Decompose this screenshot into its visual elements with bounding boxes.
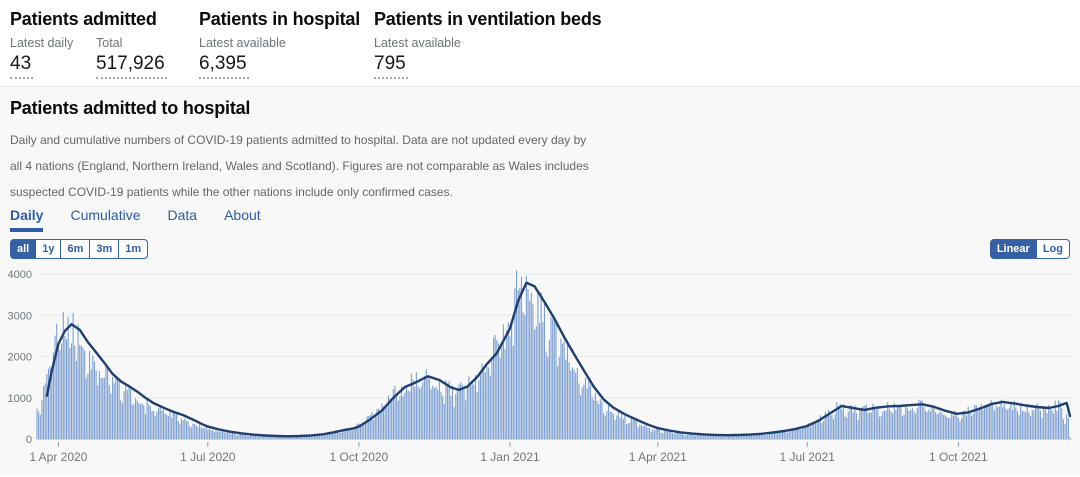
- svg-text:1 Jan 2021: 1 Jan 2021: [480, 450, 540, 464]
- svg-text:1 Oct 2020: 1 Oct 2020: [330, 450, 389, 464]
- svg-text:1 Apr 2021: 1 Apr 2021: [629, 450, 687, 464]
- svg-text:1 Jul 2021: 1 Jul 2021: [780, 450, 836, 464]
- panel-tabs: Daily Cumulative Data About: [10, 207, 1080, 232]
- svg-text:1 Jul 2020: 1 Jul 2020: [180, 450, 236, 464]
- x-axis: 1 Apr 2020 1 Jul 2020 1 Oct 2020 1 Jan 2021…: [29, 442, 988, 464]
- metric-patients-in-ventilation-beds: Patients in ventilation beds Latest avai…: [374, 9, 602, 79]
- stat-value[interactable]: 6,395: [199, 53, 249, 79]
- admissions-panel: Patients admitted to hospital Daily and …: [0, 86, 1080, 476]
- range-button-all[interactable]: all: [10, 239, 37, 259]
- tab-daily[interactable]: Daily: [10, 207, 44, 232]
- headline-metrics-bar: Patients admitted Latest daily 43 Total …: [0, 0, 1080, 86]
- stat-latest-daily: Latest daily 43: [10, 36, 82, 79]
- description-line: all 4 nations (England, Northern Ireland…: [10, 159, 589, 173]
- stat-value[interactable]: 795: [374, 53, 408, 79]
- svg-text:3000: 3000: [8, 310, 32, 322]
- seven-day-average-line: [45, 281, 1072, 438]
- metric-patients-admitted: Patients admitted Latest daily 43 Total …: [10, 9, 181, 79]
- svg-text:1000: 1000: [8, 393, 32, 405]
- panel-description: Daily and cumulative numbers of COVID-19…: [10, 127, 1080, 205]
- svg-text:2000: 2000: [8, 352, 32, 364]
- description-line: suspected COVID-19 patients while the ot…: [10, 185, 453, 199]
- scale-selector: Linear Log: [989, 239, 1070, 259]
- svg-text:1 Apr 2020: 1 Apr 2020: [29, 450, 87, 464]
- tab-cumulative[interactable]: Cumulative: [70, 207, 141, 223]
- stat-total: Total 517,926: [96, 36, 167, 79]
- tab-about[interactable]: About: [224, 207, 261, 223]
- panel-title: Patients admitted to hospital: [10, 98, 251, 118]
- metric-title: Patients admitted: [10, 9, 157, 29]
- stat-label: Latest available: [199, 36, 286, 50]
- description-line: Daily and cumulative numbers of COVID-19…: [10, 133, 587, 147]
- chart-canvas[interactable]: 0 1000 2000 3000 4000 1 Apr 2020 1 Jul 2020 1 O…: [0, 264, 1080, 469]
- range-button-1m[interactable]: 1m: [119, 239, 149, 259]
- range-button-3m[interactable]: 3m: [90, 239, 120, 259]
- scale-button-log[interactable]: Log: [1036, 239, 1070, 259]
- metric-title: Patients in hospital: [199, 9, 361, 29]
- daily-admissions-bars[interactable]: [36, 270, 1071, 439]
- stat-value[interactable]: 517,926: [96, 53, 167, 79]
- range-button-1y[interactable]: 1y: [36, 239, 62, 259]
- stat-label: Latest available: [374, 36, 461, 50]
- svg-text:1 Oct 2021: 1 Oct 2021: [929, 450, 988, 464]
- stat-latest-available: Latest available 6,395: [199, 36, 286, 79]
- stat-latest-available: Latest available 795: [374, 36, 461, 79]
- chart-controls: all 1y 6m 3m 1m Linear Log: [10, 239, 1070, 259]
- svg-text:0: 0: [26, 434, 32, 446]
- stat-value[interactable]: 43: [10, 53, 34, 79]
- tab-data[interactable]: Data: [167, 207, 198, 223]
- svg-text:4000: 4000: [8, 269, 32, 281]
- stat-label: Total: [96, 36, 123, 50]
- admissions-chart[interactable]: 0 1000 2000 3000 4000 1 Apr 2020 1 Jul 2020 1 O…: [0, 264, 1080, 469]
- metric-title: Patients in ventilation beds: [374, 9, 602, 29]
- stat-label: Latest daily: [10, 36, 74, 50]
- scale-button-linear[interactable]: Linear: [989, 239, 1037, 259]
- range-selector: all 1y 6m 3m 1m: [10, 239, 149, 259]
- metric-patients-in-hospital: Patients in hospital Latest available 6,…: [199, 9, 360, 79]
- range-button-6m[interactable]: 6m: [61, 239, 91, 259]
